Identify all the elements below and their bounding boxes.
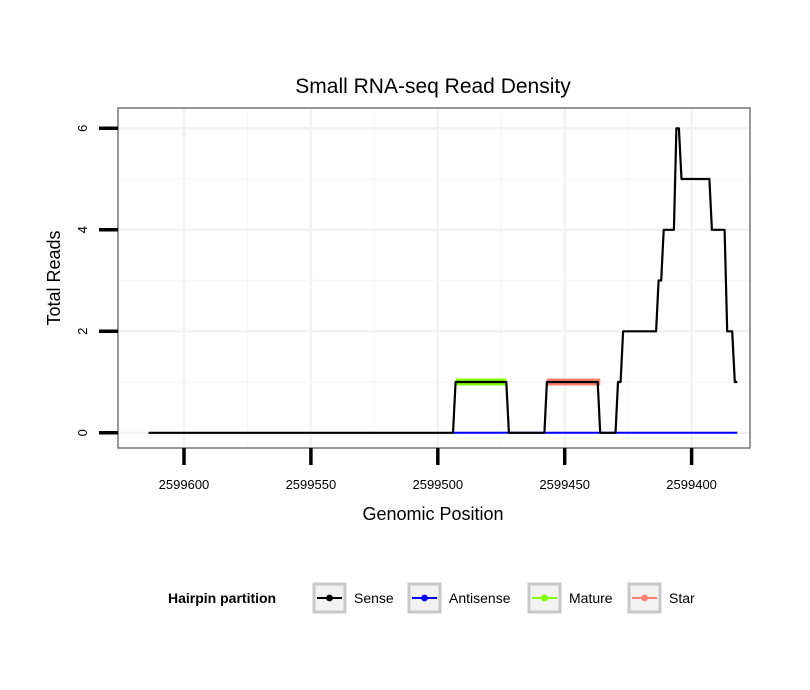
series-layer [148,127,738,434]
y-tick-label: 2 [75,328,90,335]
y-tick-label: 0 [75,429,90,436]
x-tick-label: 2599500 [412,477,463,492]
x-axis-label: Genomic Position [362,504,503,524]
chart-title: Small RNA-seq Read Density [295,75,571,98]
x-axis: 2599600 2599550 2599500 2599450 2599400 [159,448,717,492]
legend-key-dot [641,594,648,602]
legend-key-dot [421,594,428,602]
grid-lines [118,108,750,448]
legend-key-dot [541,594,548,602]
x-tick-label: 2599550 [286,477,337,492]
legend-label-star: Star [669,590,695,606]
legend-label-antisense: Antisense [449,590,511,606]
x-tick-label: 2599450 [539,477,590,492]
legend-label-sense: Sense [354,590,394,606]
legend-key-dot [326,594,333,602]
x-tick-label: 2599600 [159,477,210,492]
sense-line [148,127,738,434]
legend-label-mature: Mature [569,590,613,606]
legend-title: Hairpin partition [168,590,276,606]
y-tick-label: 6 [75,125,90,132]
y-axis: 0 2 4 6 [75,125,118,436]
y-axis-label: Total Reads [44,230,64,325]
plot-panel [117,107,751,449]
y-tick-label: 4 [75,226,90,233]
legend: Hairpin partition Sense Antisense Mature St… [168,582,695,614]
x-tick-label: 2599400 [666,477,717,492]
